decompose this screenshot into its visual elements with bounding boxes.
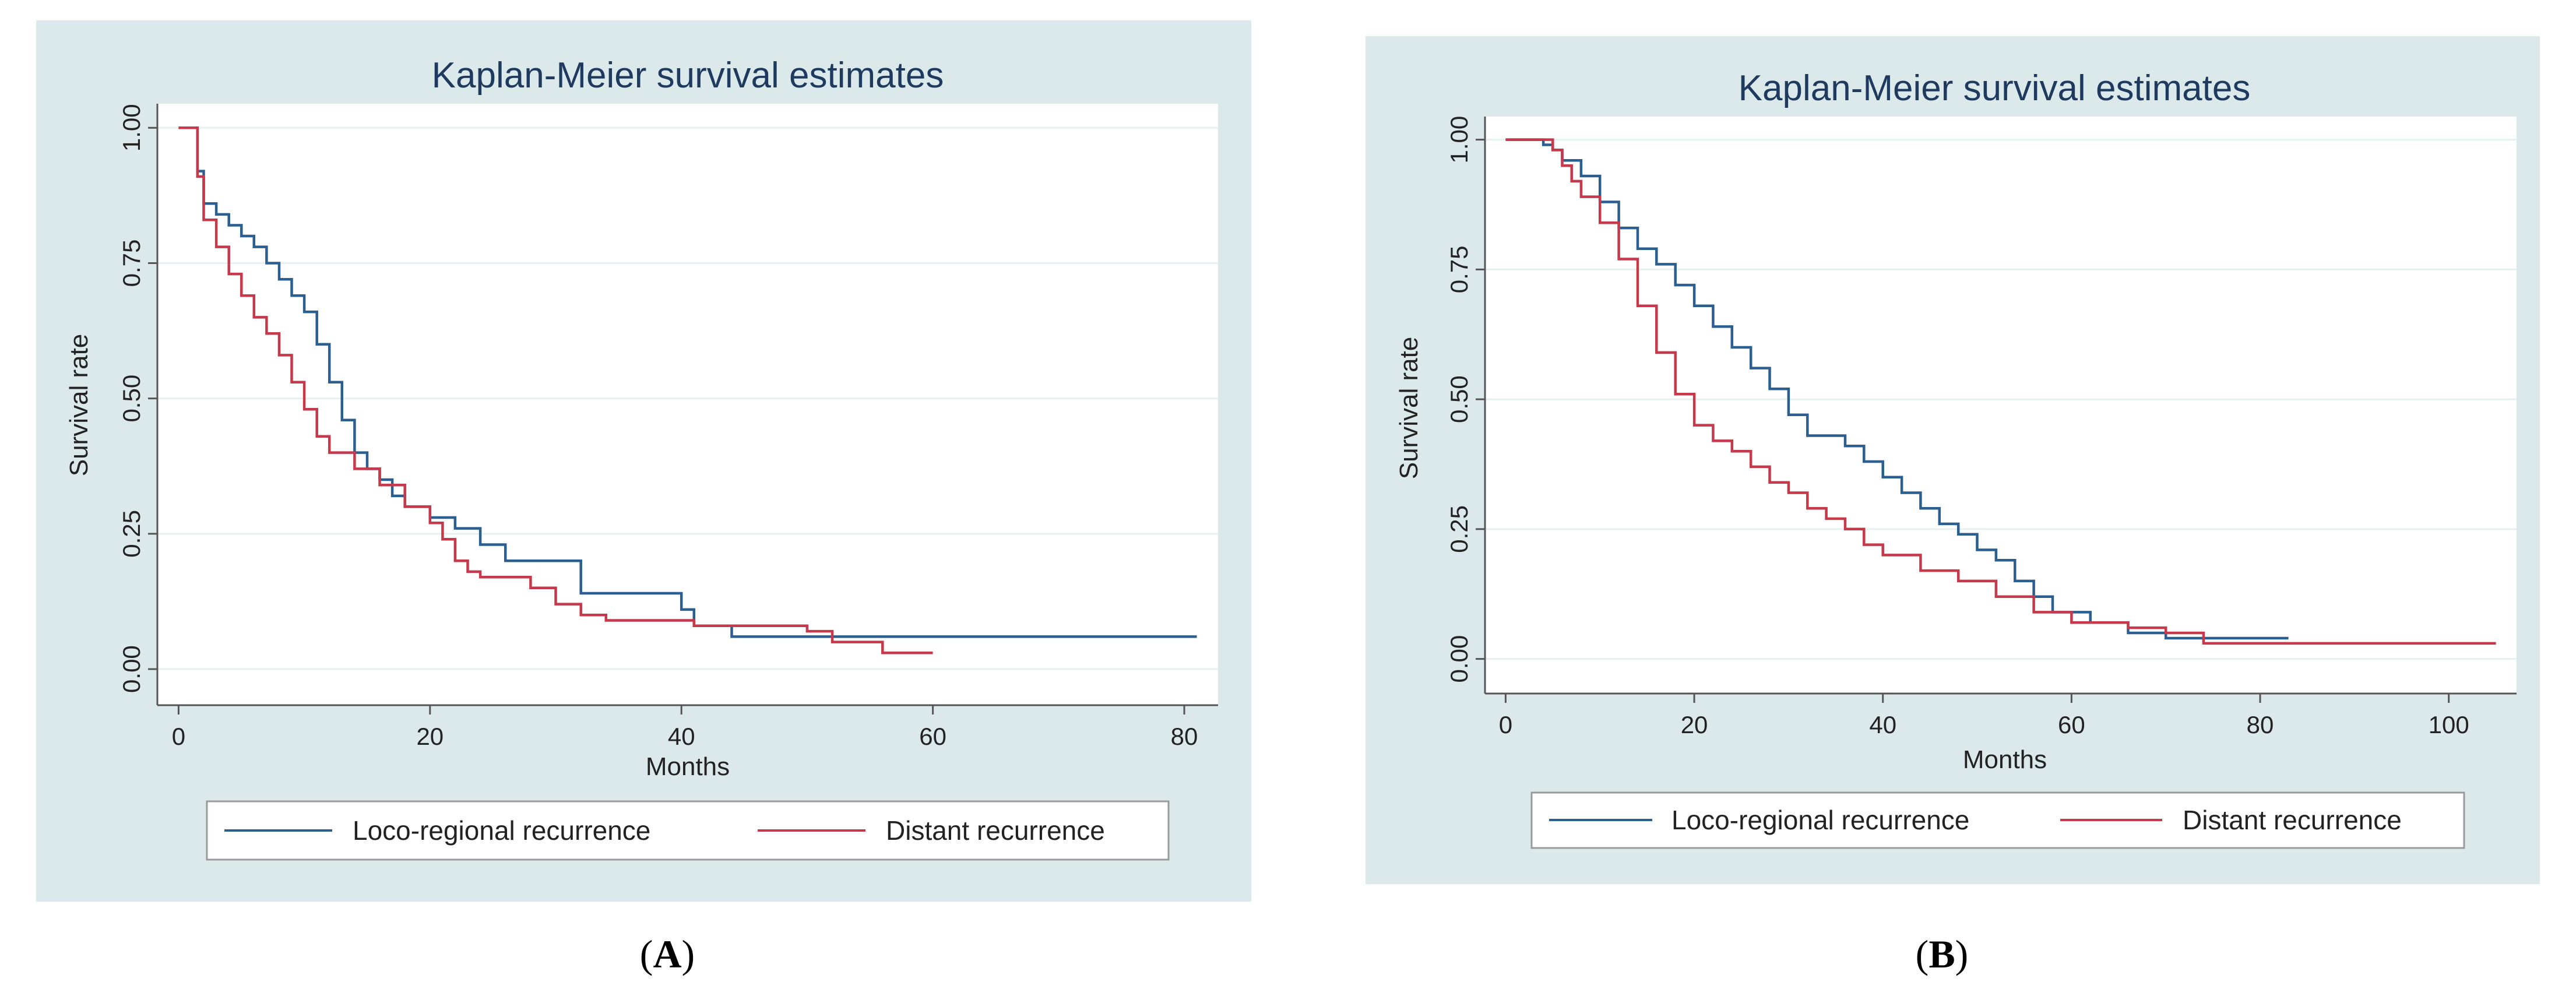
chart-a-y-ticks: 0.00 0.25 0.50 0.75 1.00 <box>118 104 157 693</box>
chart-a-gridlines <box>157 126 1218 670</box>
panel-label-a-letter: A <box>653 932 681 976</box>
chart-a-legend-box <box>206 800 1170 861</box>
chart-a-series-distant-recurrence <box>178 126 933 654</box>
chart-b-axes <box>1484 117 2517 695</box>
chart-b-x-tick-label: 0 <box>1499 711 1512 738</box>
chart-b-legend-label-loco: Loco-regional recurrence <box>1671 805 1969 835</box>
chart-a-x-ticks: 0 20 40 60 80 <box>172 705 1198 750</box>
chart-b-y-axis-title: Survival rate <box>1395 337 1423 480</box>
chart-b-plot-area <box>1485 117 2517 694</box>
chart-b-y-tick-label: 0.50 <box>1445 375 1473 423</box>
chart-b-x-tick-label: 20 <box>1681 711 1708 738</box>
chart-a-x-tick-label: 80 <box>1171 723 1198 750</box>
chart-a-series-group <box>178 126 1197 654</box>
chart-a-y-tick-label: 0.25 <box>118 510 145 558</box>
chart-b-title: Kaplan-Meier survival estimates <box>1739 68 2251 108</box>
chart-b-legend-box <box>1530 791 2465 849</box>
chart-a-x-tick-label: 40 <box>668 723 695 750</box>
chart-b-series-distant-recurrence <box>1505 138 2496 645</box>
chart-b-x-tick-label: 80 <box>2247 711 2274 738</box>
panel-label-b-close: ) <box>1955 932 1969 976</box>
chart-b-x-tick-label: 100 <box>2429 711 2469 738</box>
chart-b-gridlines <box>1485 139 2517 660</box>
chart-b-x-tick-label: 60 <box>2058 711 2085 738</box>
panel-label-b: (B) <box>1916 932 1969 976</box>
chart-b-legend: Loco-regional recurrence Distant recurre… <box>1530 791 2465 849</box>
chart-b-x-axis-title: Months <box>1963 745 2047 774</box>
chart-b-y-tick-label: 0.75 <box>1445 245 1473 293</box>
chart-b-x-tick-label: 40 <box>1869 711 1896 738</box>
chart-b-y-tick-label: 0.25 <box>1445 505 1473 553</box>
chart-a-x-tick-label: 60 <box>919 723 946 750</box>
chart-b-y-tick-label: 0.00 <box>1445 635 1473 683</box>
chart-a-legend: Loco-regional recurrence Distant recurre… <box>206 800 1170 861</box>
chart-a-y-axis-title: Survival rate <box>65 334 93 477</box>
panel-label-a-open: ( <box>640 932 653 976</box>
chart-a-y-tick-label: 0.75 <box>118 240 145 287</box>
chart-a-x-tick-label: 0 <box>172 723 185 750</box>
chart-b-y-ticks: 0.00 0.25 0.50 0.75 1.00 <box>1445 116 1485 683</box>
chart-a-legend-label-loco: Loco-regional recurrence <box>353 815 650 846</box>
panel-label-b-letter: B <box>1929 932 1955 976</box>
chart-a-legend-label-distant: Distant recurrence <box>886 815 1105 846</box>
chart-a-series-loco-regional-recurrence <box>178 126 1197 638</box>
chart-b-legend-label-distant: Distant recurrence <box>2183 805 2402 835</box>
panel-label-b-open: ( <box>1916 932 1929 976</box>
chart-a-title: Kaplan-Meier survival estimates <box>432 55 944 96</box>
chart-b-y-tick-label: 1.00 <box>1445 116 1473 164</box>
chart-a-y-tick-label: 0.50 <box>118 375 145 423</box>
km-chart-b: Kaplan-Meier survival estimates 0.00 0.25… <box>1366 36 2540 884</box>
chart-a-y-tick-label: 1.00 <box>118 104 145 152</box>
chart-a-axes <box>156 104 1218 706</box>
chart-a-x-tick-label: 20 <box>416 723 444 750</box>
km-chart-a: Kaplan-Meier survival estimates 0.00 0.25… <box>36 20 1251 902</box>
chart-b-series-group <box>1505 138 2496 645</box>
panel-label-a: (A) <box>640 932 695 976</box>
chart-a-y-tick-label: 0.00 <box>118 645 145 693</box>
chart-a-x-axis-title: Months <box>646 752 730 781</box>
panel-label-a-close: ) <box>682 932 695 976</box>
chart-a-plot-area <box>157 104 1218 705</box>
chart-b-x-ticks: 0 20 40 60 80 100 <box>1499 694 2469 738</box>
